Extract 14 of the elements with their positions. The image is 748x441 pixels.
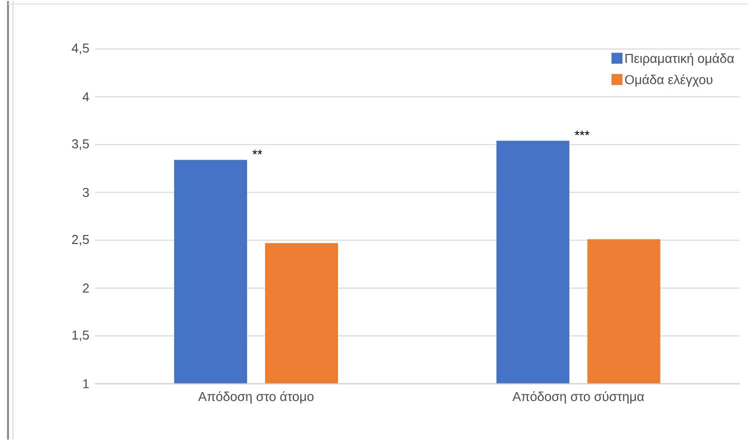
y-tick-label: 2 [82, 284, 89, 293]
y-tick-label: 3 [82, 188, 89, 198]
y-tick-label: 3,5 [72, 139, 89, 150]
y-tick-label: 2,5 [72, 235, 89, 246]
legend-label: Ομάδα ελέγχου [625, 74, 712, 87]
x-tick-label: Απόδοση στο σύστημα [512, 391, 644, 404]
y-tick-label: 4,5 [72, 44, 89, 54]
x-tick-label: Απόδοση στο άτομο [198, 391, 314, 404]
y-tick-label: 4 [82, 92, 90, 102]
y-tick-label: 1,5 [72, 330, 89, 342]
annotation: *** [574, 130, 590, 136]
annotation: ** [252, 150, 262, 155]
legend-label: Πειραματική ομάδα [626, 53, 734, 66]
y-tick-label: 1 [83, 379, 89, 388]
